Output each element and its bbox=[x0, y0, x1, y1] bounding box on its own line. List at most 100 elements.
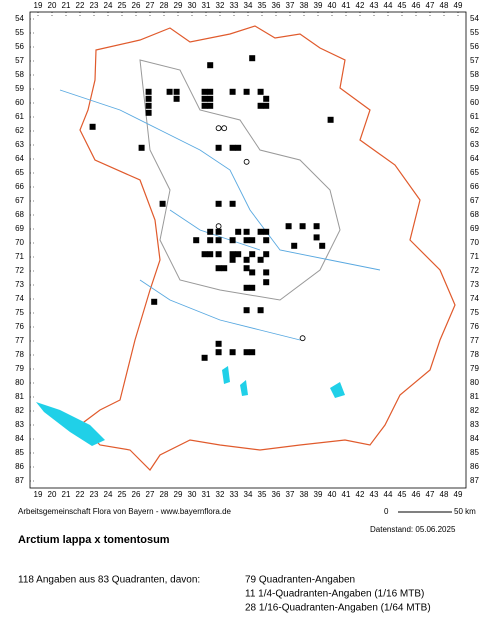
record-square bbox=[207, 237, 214, 244]
record-square bbox=[229, 251, 236, 258]
record-square bbox=[257, 256, 264, 263]
record-circle bbox=[215, 223, 222, 230]
row-label: 73 bbox=[15, 280, 24, 289]
column-label: 48 bbox=[440, 490, 449, 499]
summary: 118 Angaben aus 83 Quadranten, davon: bbox=[18, 575, 200, 586]
record-square bbox=[249, 251, 256, 258]
column-label: 24 bbox=[104, 490, 113, 499]
row-label: 59 bbox=[470, 84, 479, 93]
record-square bbox=[243, 237, 250, 244]
record-square bbox=[215, 237, 222, 244]
record-square bbox=[243, 88, 250, 95]
record-square bbox=[201, 102, 208, 109]
record-square bbox=[285, 223, 292, 230]
record-square bbox=[215, 228, 222, 235]
column-label: 39 bbox=[314, 1, 323, 10]
record-square bbox=[173, 95, 180, 102]
row-label: 60 bbox=[470, 98, 479, 107]
column-label: 20 bbox=[48, 490, 57, 499]
row-label: 57 bbox=[470, 56, 479, 65]
row-label: 76 bbox=[15, 322, 24, 331]
column-label: 34 bbox=[244, 1, 253, 10]
record-square bbox=[151, 298, 158, 305]
record-square bbox=[235, 228, 242, 235]
scale-end: 50 km bbox=[454, 507, 476, 516]
record-square bbox=[201, 354, 208, 361]
row-label: 64 bbox=[470, 154, 479, 163]
row-label: 73 bbox=[470, 280, 479, 289]
column-label: 28 bbox=[160, 1, 169, 10]
row-label: 57 bbox=[15, 56, 24, 65]
column-label: 34 bbox=[244, 490, 253, 499]
column-label: 24 bbox=[104, 1, 113, 10]
column-label: 21 bbox=[62, 490, 71, 499]
row-label: 86 bbox=[15, 462, 24, 471]
row-label: 62 bbox=[15, 126, 24, 135]
record-square bbox=[145, 95, 152, 102]
record-square bbox=[145, 102, 152, 109]
column-label: 27 bbox=[146, 490, 155, 499]
row-label: 59 bbox=[15, 84, 24, 93]
record-square bbox=[89, 123, 96, 130]
detail: 79 Quadranten-Angaben bbox=[245, 575, 355, 586]
row-label: 64 bbox=[15, 154, 24, 163]
record-square bbox=[215, 340, 222, 347]
column-label: 36 bbox=[272, 490, 281, 499]
column-label: 37 bbox=[286, 1, 295, 10]
column-label: 30 bbox=[188, 490, 197, 499]
record-circle bbox=[299, 335, 306, 342]
column-label: 19 bbox=[34, 490, 43, 499]
column-label: 36 bbox=[272, 1, 281, 10]
record-square bbox=[243, 265, 250, 272]
row-label: 72 bbox=[15, 266, 24, 275]
column-label: 29 bbox=[174, 490, 183, 499]
record-square bbox=[291, 242, 298, 249]
record-square bbox=[243, 228, 250, 235]
row-label: 80 bbox=[470, 378, 479, 387]
column-label: 19 bbox=[34, 1, 43, 10]
column-label: 21 bbox=[62, 1, 71, 10]
date: Datenstand: 05.06.2025 bbox=[370, 525, 456, 534]
row-label: 86 bbox=[470, 462, 479, 471]
column-label: 35 bbox=[258, 1, 267, 10]
column-label: 47 bbox=[426, 490, 435, 499]
row-label: 84 bbox=[470, 434, 479, 443]
row-label: 55 bbox=[15, 28, 24, 37]
column-label: 28 bbox=[160, 490, 169, 499]
record-square bbox=[193, 237, 200, 244]
row-label: 74 bbox=[15, 294, 24, 303]
column-label: 31 bbox=[202, 490, 211, 499]
column-label: 46 bbox=[412, 490, 421, 499]
lake-constance bbox=[36, 402, 105, 446]
row-label: 87 bbox=[470, 476, 479, 485]
row-label: 66 bbox=[470, 182, 479, 191]
column-label: 48 bbox=[440, 1, 449, 10]
row-label: 81 bbox=[470, 392, 479, 401]
row-label: 62 bbox=[470, 126, 479, 135]
record-square bbox=[263, 279, 270, 286]
district-border bbox=[139, 59, 341, 301]
row-label: 70 bbox=[470, 238, 479, 247]
row-label: 82 bbox=[15, 406, 24, 415]
column-label: 26 bbox=[132, 490, 141, 499]
column-label: 33 bbox=[230, 1, 239, 10]
record-square bbox=[263, 251, 270, 258]
credit: Arbeitsgemeinschaft Flora von Bayern - w… bbox=[18, 507, 232, 516]
column-label: 33 bbox=[230, 490, 239, 499]
column-label: 25 bbox=[118, 490, 127, 499]
row-label: 65 bbox=[15, 168, 24, 177]
row-label: 66 bbox=[15, 182, 24, 191]
lakes bbox=[222, 366, 345, 398]
record-square bbox=[299, 223, 306, 230]
row-label: 83 bbox=[15, 420, 24, 429]
column-label: 41 bbox=[342, 1, 351, 10]
row-label: 60 bbox=[15, 98, 24, 107]
row-label: 69 bbox=[15, 224, 24, 233]
record-square bbox=[201, 95, 208, 102]
record-square bbox=[257, 88, 264, 95]
record-square bbox=[201, 88, 208, 95]
column-label: 22 bbox=[76, 1, 85, 10]
record-square bbox=[207, 228, 214, 235]
